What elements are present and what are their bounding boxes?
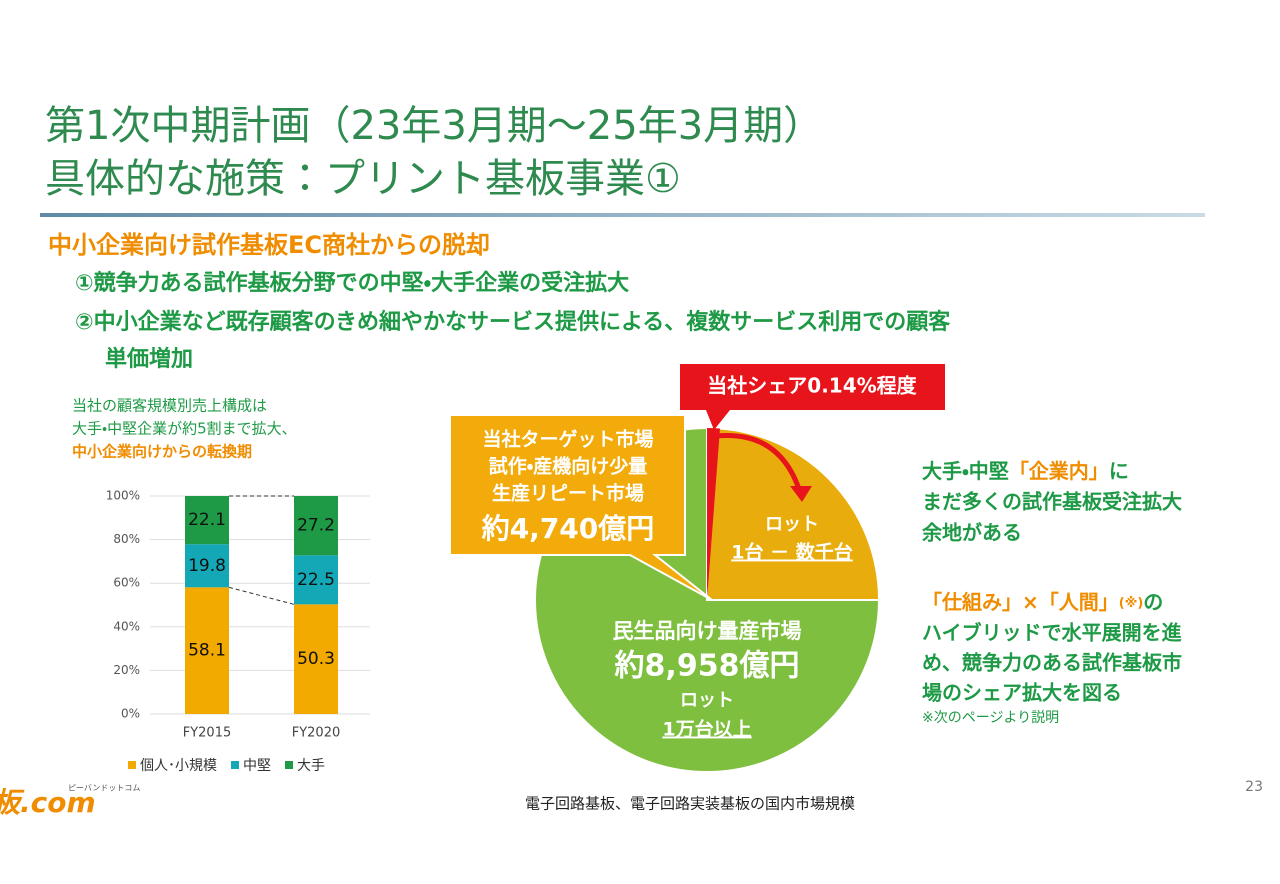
share-slice [707, 428, 720, 600]
value-label: 50.3 [297, 649, 335, 669]
text-part: 「企業内」 [1009, 459, 1109, 483]
right-text: め、競争力のある試作基板市 [922, 651, 1182, 675]
title-line: 第1次中期計画（23年3月期～25年3月期） [45, 103, 823, 149]
title-line: 具体的な施策：プリント基板事業① [45, 156, 681, 202]
share-callout: 当社シェア0.14%程度 [707, 374, 917, 398]
x-tick-label: FY2020 [292, 726, 341, 741]
y-tick-label: 0% [121, 707, 140, 721]
x-tick-label: FY2015 [183, 726, 232, 741]
bar-segment [294, 604, 338, 714]
share-callout-box [680, 364, 945, 430]
text-part: 大手・中堅 [922, 459, 1009, 483]
chart-note: 当社の顧客規模別売上構成は [72, 397, 267, 415]
right-text: 余地がある [922, 521, 1022, 545]
target-market-slice [706, 426, 881, 601]
y-tick-label: 40% [113, 619, 140, 633]
arrow-head [790, 486, 812, 502]
bar-segment [294, 555, 338, 605]
right-text: ハイブリッドで水平展開を進 [922, 621, 1182, 645]
mass-size: 約8,958億円 [615, 649, 800, 684]
target-label: 当社ターゲット市場 [482, 428, 653, 451]
y-tick-label: 20% [113, 663, 140, 677]
text-part: 「仕組み」×「人間」 [922, 590, 1119, 614]
logo: 板.com [0, 786, 96, 819]
right-text: 場のシェア拡大を図る [922, 681, 1122, 705]
target-label: 試作・産機向け少量 [489, 455, 647, 478]
legend-swatch [285, 761, 293, 769]
bar-segment [185, 496, 229, 545]
right-text: 大手・中堅「企業内」に [922, 459, 1129, 483]
y-tick-label: 100% [106, 489, 140, 503]
heading: 中小企業向け試作基板EC商社からの脱却 [48, 231, 490, 259]
right-note: ※次のページより説明 [922, 710, 1059, 726]
lot-label: ロット [765, 514, 819, 535]
point: ①競争力ある試作基板分野での中堅・大手企業の受注拡大 [75, 270, 629, 296]
title-rule [40, 213, 1205, 217]
right-text: まだ多くの試作基板受注拡大 [922, 490, 1182, 514]
page-number: 23 [1245, 779, 1263, 795]
legend-label: 大手 [297, 758, 325, 774]
value-label: 22.5 [297, 570, 335, 590]
point: 単価増加 [105, 346, 193, 372]
arrow [715, 432, 803, 493]
mass-label: 民生品向け量産市場 [613, 619, 802, 643]
point: ②中小企業など既存顧客のきめ細やかなサービス提供による、複数サービス利用での顧客 [75, 309, 950, 335]
y-tick-label: 60% [113, 576, 140, 590]
text-part: (※) [1119, 596, 1144, 611]
chart-note: 中小企業向けからの転換期 [72, 443, 252, 461]
caption: 電子回路基板、電子回路実装基板の国内市場規模 [525, 795, 855, 813]
lot-value: 1台 － 数千台 [731, 541, 852, 564]
value-label: 22.1 [188, 510, 226, 530]
y-tick-label: 80% [113, 532, 140, 546]
target-label: 生産リピート市場 [492, 482, 644, 505]
legend-label: 個人･小規模 [140, 758, 217, 774]
text-part: の [1143, 590, 1163, 614]
lot-label: ロット [680, 690, 734, 711]
right-text: 「仕組み」×「人間」(※)の [922, 590, 1163, 614]
target-box [449, 414, 713, 601]
bar-segment [294, 496, 338, 556]
legend-swatch [128, 761, 136, 769]
value-label: 19.8 [188, 556, 226, 576]
target-size: 約4,740億円 [481, 512, 655, 545]
lot-value: 1万台以上 [662, 718, 751, 741]
connector [228, 586, 295, 605]
text-part: に [1109, 459, 1129, 483]
chart-note: 大手・中堅企業が約5割まで拡大、 [72, 420, 297, 438]
legend-swatch [231, 761, 239, 769]
logo-tagline: ピーバンドットコム [68, 784, 140, 793]
legend-label: 中堅 [243, 758, 271, 774]
value-label: 27.2 [297, 516, 335, 536]
bar-segment [185, 587, 229, 714]
bar-segment [185, 544, 229, 588]
value-label: 58.1 [188, 641, 226, 661]
